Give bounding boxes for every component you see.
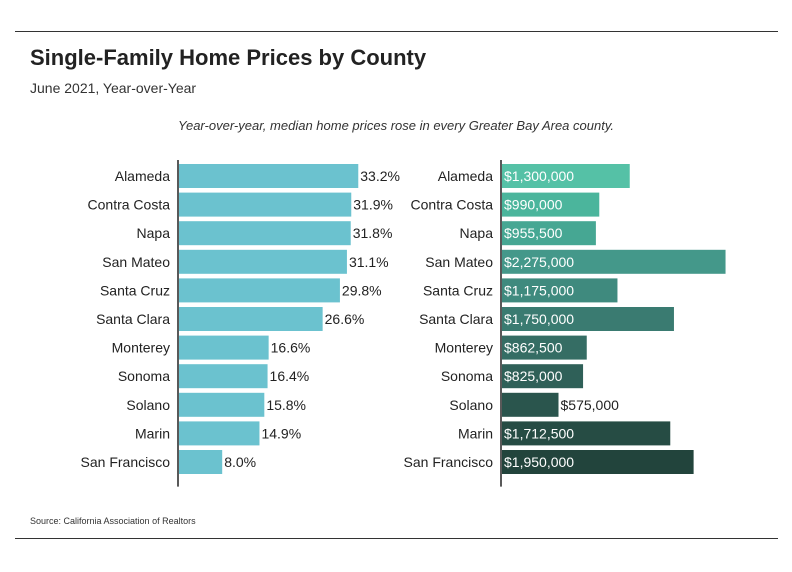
price-value-label: $2,275,000 bbox=[504, 254, 574, 270]
price-category-label: Alameda bbox=[438, 168, 493, 184]
chart-caption: Year-over-year, median home prices rose … bbox=[178, 118, 614, 133]
pct-value-label: 16.6% bbox=[271, 340, 311, 356]
price-bar bbox=[502, 335, 587, 360]
top-rule bbox=[15, 31, 778, 32]
price-bar bbox=[502, 364, 584, 389]
price-value-label: $825,000 bbox=[504, 368, 563, 384]
pct-bar bbox=[179, 221, 351, 246]
pct-bar bbox=[179, 164, 359, 188]
price-category-label: Marin bbox=[458, 425, 493, 441]
pct-value-label: 29.8% bbox=[342, 282, 382, 298]
price-value-label: $990,000 bbox=[504, 197, 563, 213]
pct-bar bbox=[179, 249, 347, 274]
pct-category-label: San Mateo bbox=[102, 254, 170, 270]
pct-value-label: 26.6% bbox=[325, 311, 365, 327]
price-value-label: $862,500 bbox=[504, 340, 563, 356]
price-category-label: Sonoma bbox=[441, 368, 493, 384]
pct-category-label: Santa Cruz bbox=[100, 282, 170, 298]
pct-bar bbox=[179, 364, 268, 389]
chart-title: Single-Family Home Prices by County bbox=[30, 45, 427, 70]
pct-value-label: 33.2% bbox=[360, 168, 400, 184]
price-value-label: $1,750,000 bbox=[504, 311, 574, 327]
bottom-rule bbox=[15, 538, 778, 539]
price-bar bbox=[502, 221, 596, 246]
price-category-label: Solano bbox=[449, 397, 493, 413]
pct-category-label: Sonoma bbox=[118, 368, 170, 384]
price-bar bbox=[502, 421, 671, 446]
chart-subtitle: June 2021, Year-over-Year bbox=[30, 80, 197, 96]
pct-category-label: Monterey bbox=[112, 340, 170, 356]
price-value-label: $1,712,500 bbox=[504, 425, 574, 441]
price-bar bbox=[502, 450, 694, 474]
pct-category-label: Napa bbox=[137, 225, 171, 241]
pct-category-label: Solano bbox=[126, 397, 170, 413]
price-bar bbox=[502, 164, 630, 188]
pct-category-label: Santa Clara bbox=[96, 311, 170, 327]
price-bar bbox=[502, 278, 618, 303]
price-value-label: $1,175,000 bbox=[504, 282, 574, 298]
pct-bar bbox=[179, 278, 340, 303]
price-value-label: $575,000 bbox=[561, 397, 620, 413]
pct-value-label: 31.1% bbox=[349, 254, 389, 270]
pct-value-label: 14.9% bbox=[261, 425, 301, 441]
pct-bar bbox=[179, 307, 323, 331]
pct-value-label: 31.8% bbox=[353, 225, 393, 241]
pct-category-label: San Francisco bbox=[81, 454, 171, 470]
pct-category-label: Alameda bbox=[115, 168, 170, 184]
price-category-label: San Mateo bbox=[425, 254, 493, 270]
price-category-label: Napa bbox=[460, 225, 494, 241]
price-value-label: $955,500 bbox=[504, 225, 563, 241]
price-category-label: San Francisco bbox=[404, 454, 494, 470]
price-category-label: Santa Clara bbox=[419, 311, 493, 327]
pct-value-label: 8.0% bbox=[224, 454, 256, 470]
source-note: Source: California Association of Realto… bbox=[30, 516, 196, 526]
price-category-label: Santa Cruz bbox=[423, 282, 493, 298]
pct-bar bbox=[179, 421, 260, 446]
pct-bar bbox=[179, 335, 269, 360]
pct-category-label: Marin bbox=[135, 425, 170, 441]
price-value-label: $1,300,000 bbox=[504, 168, 574, 184]
pct-bar bbox=[179, 450, 223, 474]
price-bar bbox=[502, 249, 726, 274]
price-bar bbox=[502, 307, 674, 331]
pct-value-label: 15.8% bbox=[266, 397, 306, 413]
price-bar bbox=[502, 392, 559, 417]
price-category-label: Contra Costa bbox=[411, 197, 494, 213]
pct-value-label: 16.4% bbox=[270, 368, 310, 384]
pct-bar bbox=[179, 392, 265, 417]
pct-value-label: 31.9% bbox=[353, 197, 393, 213]
pct-bar bbox=[179, 192, 352, 217]
pct-category-label: Contra Costa bbox=[88, 197, 171, 213]
price-value-label: $1,950,000 bbox=[504, 454, 574, 470]
price-bar bbox=[502, 192, 600, 217]
price-category-label: Monterey bbox=[435, 340, 493, 356]
